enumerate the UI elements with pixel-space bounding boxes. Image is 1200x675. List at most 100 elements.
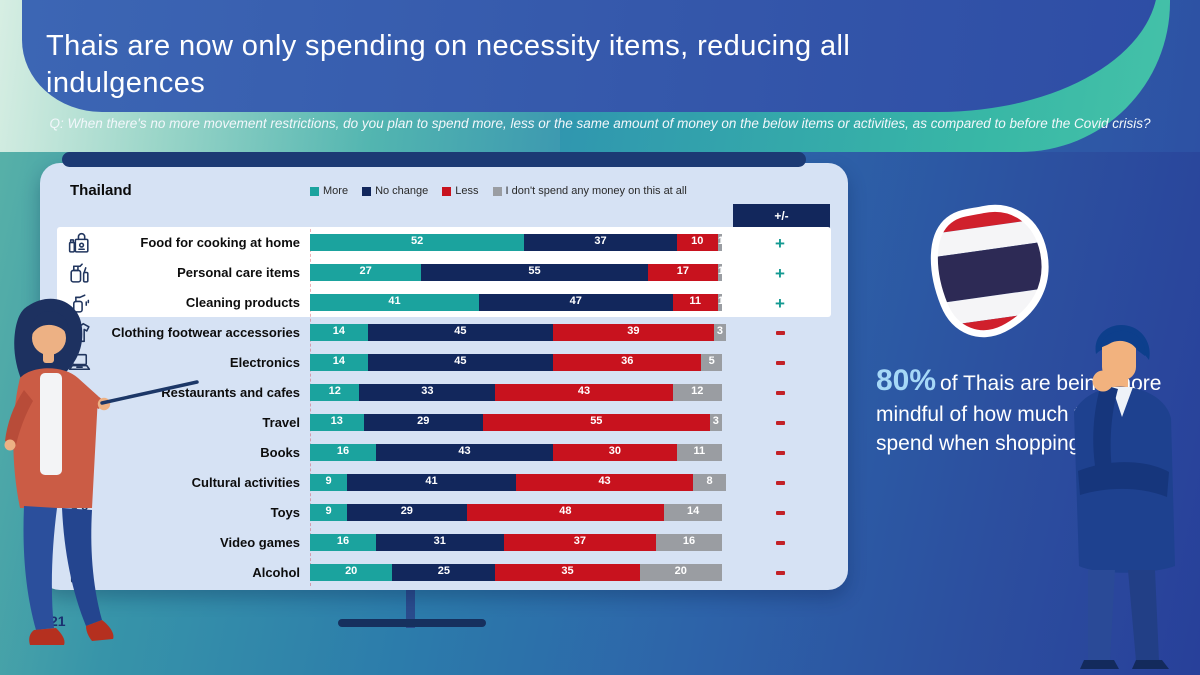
bar-value: 14 — [332, 355, 345, 367]
row-label: Restaurants and cafes — [161, 385, 300, 400]
row-label: Clothing footwear accessories — [111, 325, 300, 340]
bar-segment: 39 — [553, 324, 714, 341]
thailand-flag — [927, 201, 1054, 340]
bar-segment: 37 — [524, 234, 677, 251]
bar-value: 35 — [561, 565, 574, 577]
bar-value: 55 — [590, 415, 603, 427]
stacked-bar: 14 45 36 5 — [310, 354, 722, 371]
bar-segment: 45 — [367, 324, 554, 341]
row-label: Books — [260, 445, 300, 460]
legend-item: I don't spend any money on this at all — [492, 185, 687, 197]
bar-segment: 5 — [701, 354, 722, 371]
trend-plus-icon: + — [775, 263, 785, 283]
table-row: Books 16 43 30 11 — [40, 438, 848, 468]
table-row: Video games 16 31 37 16 — [40, 528, 848, 558]
bar-segment: 33 — [359, 384, 496, 401]
trend-minus-icon — [775, 331, 785, 335]
bar-segment: 20 — [310, 564, 393, 581]
bar-segment: 30 — [553, 444, 677, 461]
bar-segment: 12 — [310, 384, 360, 401]
bar-segment: 11 — [672, 294, 718, 311]
bar-segment: 1 — [717, 234, 724, 251]
bar-segment: 48 — [466, 504, 665, 521]
bar-segment: 10 — [676, 234, 718, 251]
bar-value: 25 — [437, 565, 451, 577]
trend-minus-icon — [775, 571, 785, 575]
bar-segment: 14 — [310, 324, 368, 341]
trend-plus-icon: + — [775, 233, 785, 253]
table-row: Electronics 14 45 36 5 — [40, 348, 848, 378]
bar-segment: 36 — [553, 354, 702, 371]
row-label: Alcohol — [252, 565, 300, 580]
legend-swatch-icon — [442, 186, 452, 196]
tshirt-icon — [66, 319, 93, 346]
trend-cell: + — [740, 228, 820, 258]
trend-cell — [740, 438, 820, 468]
table-row: Clothing footwear accessories 14 45 39 3 — [40, 318, 848, 348]
trend-cell: + — [740, 258, 820, 288]
legend-label: I don't spend any money on this at all — [505, 185, 687, 197]
bar-value: 9 — [325, 475, 332, 487]
bar-segment: 16 — [310, 534, 376, 551]
bar-value: 9 — [325, 505, 332, 517]
legend-swatch-icon — [310, 186, 319, 196]
compass-icon — [66, 409, 93, 436]
trend-cell — [740, 528, 820, 558]
stacked-bar: 52 37 10 1 — [310, 234, 724, 251]
bar-baseline — [310, 229, 311, 586]
trend-minus-icon — [775, 391, 785, 395]
row-label: Electronics — [229, 355, 300, 370]
legend-label: More — [323, 185, 349, 197]
survey-question: Q: When there's no more movement restric… — [49, 116, 1151, 131]
personal-care-icon — [66, 259, 93, 286]
board-stand-base — [338, 619, 486, 627]
trend-cell — [740, 468, 820, 498]
bar-value: 29 — [400, 505, 413, 517]
bar-segment: 43 — [375, 444, 554, 461]
trend-cell — [740, 378, 820, 408]
bar-segment: 11 — [676, 444, 722, 461]
bar-segment: 29 — [347, 504, 467, 521]
legend-swatch-icon — [492, 186, 502, 196]
bar-segment: 16 — [656, 534, 722, 551]
bar-value: 14 — [687, 505, 700, 517]
table-row: Cultural activities 9 41 43 8 — [40, 468, 848, 498]
chart-panel: Thailand More No change Less I don't spend … — [40, 163, 848, 590]
table-row: Alcohol 20 25 35 20 — [40, 558, 848, 588]
bar-value: 37 — [594, 235, 607, 247]
bar-value: 52 — [410, 235, 424, 247]
cleaning-spray-icon — [66, 289, 93, 316]
bar-segment: 16 — [310, 444, 376, 461]
bar-segment: 31 — [375, 534, 504, 551]
bar-value: 17 — [676, 265, 689, 277]
page-number: 21 — [50, 613, 66, 629]
bar-segment: 29 — [363, 414, 484, 431]
bar-value: 30 — [608, 445, 621, 457]
page-title: Thais are now only spending on necessity… — [46, 30, 851, 99]
bar-value: 5 — [708, 355, 715, 367]
stacked-bar: 9 29 48 14 — [310, 504, 722, 521]
bar-segment: 1 — [717, 264, 724, 281]
stacked-bar: 12 33 43 12 — [310, 384, 722, 401]
bar-segment: 3 — [709, 414, 722, 431]
stacked-bar: 20 25 35 20 — [310, 564, 722, 581]
trend-plus-icon: + — [775, 293, 785, 313]
table-row: Food for cooking at home 52 37 10 1 + — [40, 228, 848, 258]
row-label: Cultural activities — [191, 475, 300, 490]
legend-swatch-icon — [362, 186, 372, 196]
row-label: Personal care items — [177, 265, 300, 280]
bar-value: 16 — [336, 535, 350, 547]
trend-minus-icon — [775, 361, 785, 365]
trend-cell — [740, 408, 820, 438]
row-label: Video games — [220, 535, 300, 550]
callout-body: of Thais are being more mindful of how m… — [876, 372, 1162, 456]
bar-value: 41 — [425, 475, 438, 487]
bar-segment: 47 — [478, 294, 673, 311]
bar-value: 1 — [717, 295, 724, 307]
bar-value: 12 — [328, 385, 341, 397]
bar-value: 20 — [674, 565, 687, 577]
toy-train-icon — [66, 499, 93, 526]
grocery-bag-icon — [66, 229, 93, 256]
trend-cell — [740, 348, 820, 378]
